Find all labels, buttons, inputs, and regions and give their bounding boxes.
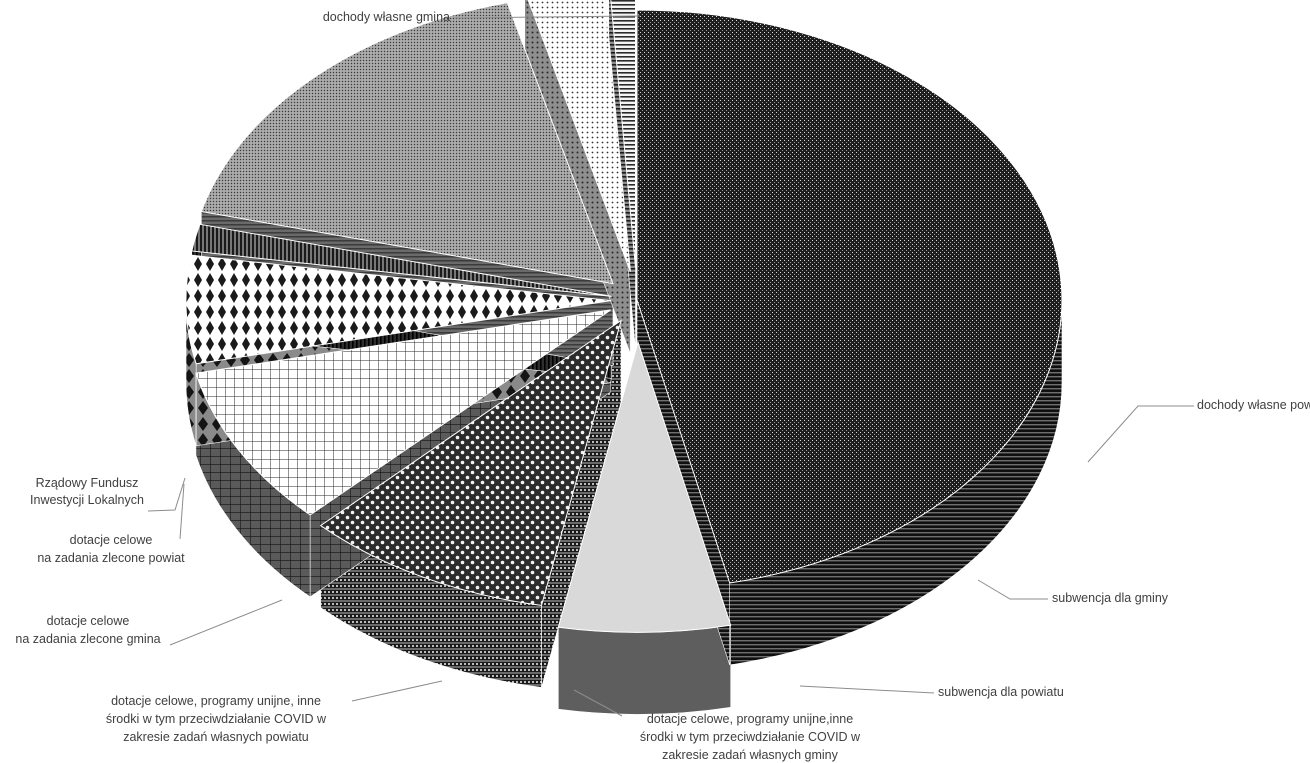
leader-line-subwencja-dla-gminy [977, 579, 1048, 600]
leader-lines [147, 15, 1194, 717]
leader-line-dotacje-celowe-na-zadania-zlecone-gmina [169, 599, 283, 646]
slice-label-dochody-wlasne-powiat: dochody własne powiat [1197, 398, 1310, 412]
slice-label-line: dochody własne powiat [1197, 398, 1310, 412]
slice-labels: dochody własne gmina dochody własne powia… [15, 10, 1310, 762]
pie-slice-dotacje-celowe-na-zadania-zlecone-powiat [527, 0, 631, 272]
leader-line-dochody-wlasne-powiat [1087, 405, 1194, 463]
slice-label-line: Inwestycji Lokalnych [30, 493, 144, 507]
leader-line-dotacje-celowe-programy-unijne-inne-srodki-w-tym-przeciwdzialanie-covid-w-zakresie-zadan-wlasnych-gminy [573, 689, 623, 717]
leader-line-dotacje-celowe-programy-unijne-inne-srodki-w-tym-przeciwdzialanie-covid-w-zakresie-zadan-wlasnych-powiatu [351, 680, 443, 702]
slice-label-line: subwencja dla powiatu [938, 685, 1064, 699]
pie-slice-dotacje-celowe-programy-unijne-inne-srodki-w-tym-przeciwdzialanie-covid-w-zakresie-zadan-wlasnych-powiatu [191, 223, 612, 297]
slice-tops [185, 0, 1063, 633]
slice-label-line: dotacje celowe [70, 533, 153, 547]
slice-label-dotacje-celowe-programy-unijne-inne-srodki-w-tym-przeciwdzialanie-covid-w-zakresie-zadan-wlasnych-gminy: dotacje celowe, programy unijne,inne środ… [640, 712, 861, 762]
slice-label-line: zakresie zadań własnych gminy [662, 748, 839, 762]
slice-label-line: Rządowy Fundusz [36, 476, 139, 490]
slice-label-line: środki w tym przeciwdziałanie COVID w [640, 730, 861, 744]
slice-label-line: na zadania zlecone gmina [15, 632, 160, 646]
slice-label-dotacje-celowe-na-zadania-zlecone-powiat: dotacje celowe na zadania zlecone powiat [37, 533, 185, 565]
pie-slice-dotacje-celowe-programy-unijne-inne-srodki-w-tym-przeciwdzialanie-covid-w-zakresie-zadan-wlasnych-gminy [185, 254, 612, 365]
slice-label-line: dotacje celowe, programy unijne,inne [647, 712, 853, 726]
slice-label-line: dotacje celowe, programy unijne, inne [111, 694, 321, 708]
slice-label-line: dotacje celowe [47, 614, 130, 628]
slice-label-rzadowy-fundusz-inwestycji-lokalnych: Rządowy Fundusz Inwestycji Lokalnych [30, 476, 144, 507]
slice-label-dotacje-celowe-programy-unijne-inne-srodki-w-tym-przeciwdzialanie-covid-w-zakresie-zadan-wlasnych-powiatu: dotacje celowe, programy unijne, inne śro… [106, 694, 327, 744]
pie-slice-subwencja-dla-powiatu [195, 309, 611, 516]
pie-slice-dochody-wlasne-gmina [636, 9, 1063, 584]
slice-label-dotacje-celowe-na-zadania-zlecone-gmina: dotacje celowe na zadania zlecone gmina [15, 614, 160, 646]
pie-slice-side-dochody-wlasne-powiat [558, 624, 731, 715]
leader-line-dochody-wlasne-gmina [453, 15, 641, 19]
slice-label-line: subwencja dla gminy [1052, 591, 1169, 605]
pie-slice-dotacje-celowe-na-zadania-zlecone-gmina [200, 2, 614, 285]
slice-label-line: dochody własne gmina [323, 10, 450, 24]
slice-label-line: środki w tym przeciwdziałanie COVID w [106, 712, 327, 726]
leader-line-dotacje-celowe-na-zadania-zlecone-powiat [179, 483, 185, 540]
leader-line-subwencja-dla-powiatu [799, 685, 935, 694]
slice-label-dochody-wlasne-gmina: dochody własne gmina [323, 10, 450, 24]
pie-slice-rzadowy-fundusz-inwestycji-lokalnych [610, 0, 636, 268]
slice-label-line: zakresie zadań własnych powiatu [123, 730, 309, 744]
slice-label-subwencja-dla-gminy: subwencja dla gminy [1052, 591, 1169, 605]
pie-slice-subwencja-dla-gminy [319, 319, 622, 606]
leader-line-rzadowy-fundusz-inwestycji-lokalnych [147, 477, 186, 512]
slice-label-subwencja-dla-powiatu: subwencja dla powiatu [938, 685, 1064, 699]
pie-slice-dochody-wlasne-powiat [557, 340, 732, 633]
slice-label-line: na zadania zlecone powiat [37, 551, 185, 565]
